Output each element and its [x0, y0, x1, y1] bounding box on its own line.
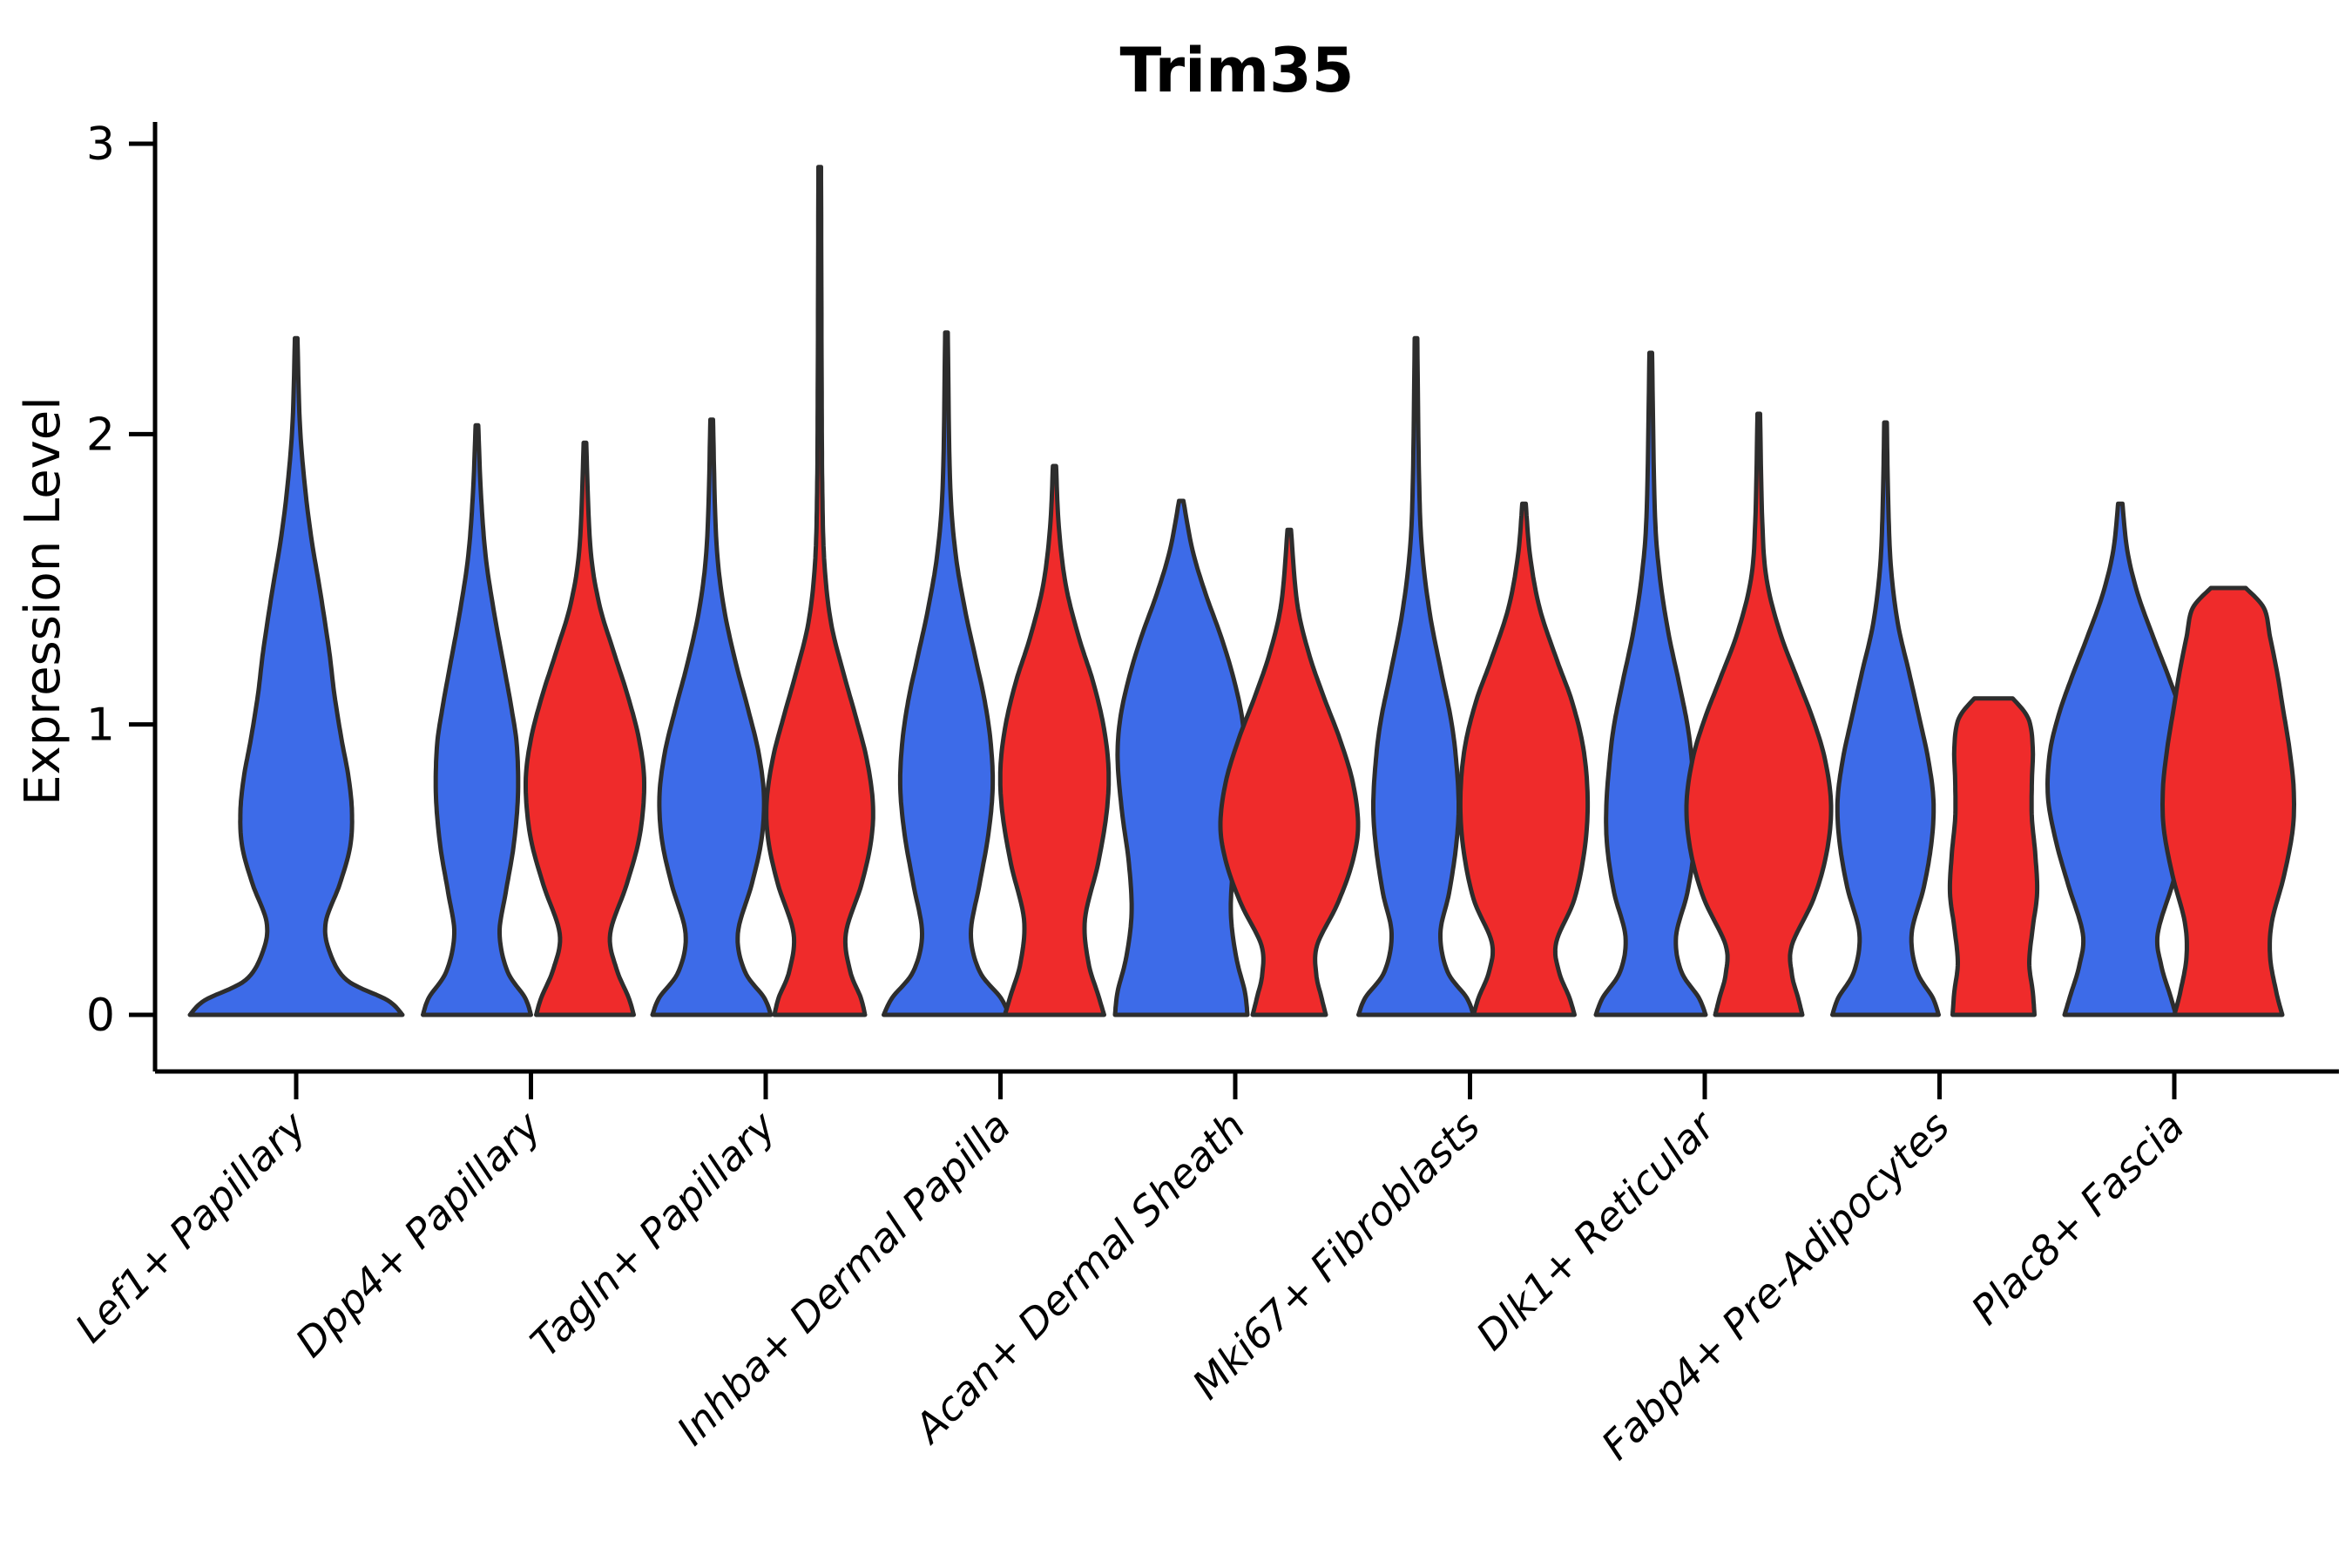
- violin-acan-dermal-sheath-blue: [1112, 498, 1250, 1017]
- y-tick-label-2: 2: [86, 409, 115, 461]
- violin-plac8-fascia-red: [2160, 585, 2296, 1017]
- violin-dpp4-papillary-blue: [421, 422, 533, 1017]
- violin-tagln-papillary-blue: [650, 417, 774, 1017]
- violin-inhba-dermal-papilla-red: [997, 463, 1112, 1017]
- violin-mki67-fibroblasts-red: [1457, 501, 1591, 1017]
- x-tick-label-lef1-papillary: Lef1+ Papillary: [66, 1102, 315, 1351]
- violins-group: [187, 165, 2296, 1017]
- violin-fabp4-pre-adipocytes-red: [1947, 696, 2040, 1017]
- violin-acan-dermal-sheath-red: [1218, 527, 1361, 1017]
- violin-dpp4-papillary-red: [524, 440, 646, 1017]
- violin-tagln-papillary-red: [764, 165, 875, 1017]
- y-axis-label: Expression Level: [15, 396, 71, 806]
- y-axis-ticks: 0 1 2 3: [86, 118, 155, 1042]
- violin-inhba-dermal-papilla-blue: [882, 330, 1011, 1017]
- violin-dlk1-reticular-blue: [1593, 350, 1708, 1017]
- y-tick-label-0: 0: [86, 990, 115, 1042]
- x-tick-label-dpp4-papillary: Dpp4+ Papillary: [287, 1102, 551, 1366]
- x-tick-label-dlk1-reticular: Dlk1+ Reticular: [1467, 1100, 1726, 1359]
- violin-mki67-fibroblasts-blue: [1356, 335, 1476, 1017]
- x-tick-label-plac8-fascia: Plac8+ Fascia: [1962, 1103, 2193, 1334]
- violin-lef1-papillary-blue: [187, 335, 405, 1017]
- violin-dlk1-reticular-red: [1684, 411, 1834, 1017]
- y-tick-label-3: 3: [86, 118, 115, 171]
- violin-fabp4-pre-adipocytes-blue: [1830, 420, 1941, 1017]
- y-tick-label-1: 1: [86, 700, 115, 752]
- x-tick-label-tagln-papillary: Tagln+ Papillary: [521, 1102, 785, 1366]
- chart-title: Trim35: [1120, 35, 1355, 106]
